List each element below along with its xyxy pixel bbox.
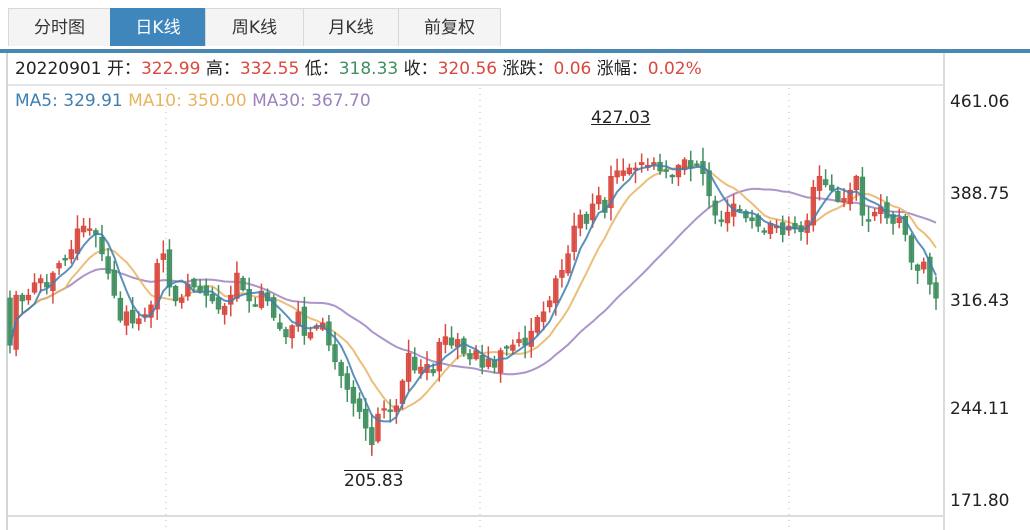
change-value: 0.06: [553, 59, 592, 79]
y-tick-label: 388.75: [950, 184, 1010, 204]
ohlc-info-bar: 20220901 开：322.99 高：332.55 低：318.33 收：32…: [8, 53, 943, 86]
ma5-value: 329.91: [63, 91, 123, 111]
plot-bottom-border: [8, 515, 943, 517]
ma10-value: 350.00: [187, 91, 247, 111]
chart-frame: [6, 53, 1030, 530]
pct-value: 0.02%: [647, 59, 702, 79]
tab-intraday[interactable]: 分时图: [8, 8, 111, 46]
min-price-annotation: 205.83: [344, 470, 404, 491]
candles: [7, 147, 939, 456]
date-value: 20220901: [15, 59, 102, 79]
ma10-line: [9, 165, 937, 411]
y-tick-label: 171.80: [950, 491, 1010, 511]
close-label: 收：: [403, 59, 438, 79]
max-price-annotation: 427.03: [591, 108, 651, 128]
ma5-line: [9, 164, 937, 423]
high-label: 高：: [205, 59, 240, 79]
change-label: 涨跌：: [502, 59, 554, 79]
ma-legend: MA5: 329.91 MA10: 350.00 MA30: 367.70: [15, 89, 371, 113]
ma5-legend: MA5: 329.91: [15, 91, 123, 111]
tab-bar: 分时图 日K线 周K线 月K线 前复权: [8, 8, 501, 48]
open-label: 开：: [106, 59, 141, 79]
ma5-label: MA5:: [15, 91, 64, 111]
open-value: 322.99: [140, 59, 201, 79]
price-axis-divider: [943, 53, 945, 530]
tab-forward-adjusted[interactable]: 前复权: [398, 8, 501, 46]
pct-label: 涨幅：: [596, 59, 648, 79]
low-value: 318.33: [338, 59, 399, 79]
ma10-label: MA10:: [128, 91, 188, 111]
ma30-legend: MA30: 367.70: [252, 91, 371, 111]
tab-monthly-k[interactable]: 月K线: [303, 8, 399, 46]
tab-daily-k[interactable]: 日K线: [110, 8, 206, 46]
y-tick-label: 244.11: [950, 399, 1010, 419]
y-tick-label: 316.43: [950, 291, 1010, 311]
tab-underline: [0, 49, 1030, 53]
close-value: 320.56: [437, 59, 498, 79]
y-tick-label: 461.06: [950, 92, 1010, 112]
ma30-label: MA30:: [252, 91, 312, 111]
grid-lines: [165, 88, 790, 530]
tab-weekly-k[interactable]: 周K线: [205, 8, 304, 46]
low-label: 低：: [304, 59, 339, 79]
ma30-value: 367.70: [311, 91, 371, 111]
ma10-legend: MA10: 350.00: [128, 91, 247, 111]
ma30-line: [9, 187, 937, 376]
high-value: 332.55: [239, 59, 300, 79]
